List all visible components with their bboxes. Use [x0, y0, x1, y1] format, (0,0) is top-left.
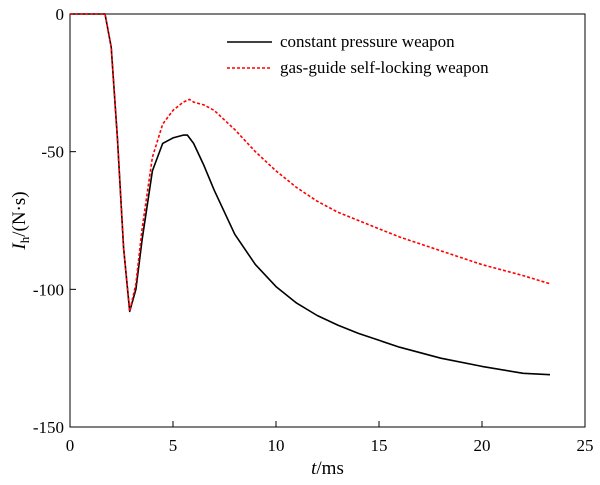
x-tick-label: 10 — [268, 436, 285, 455]
x-tick-label: 5 — [169, 436, 178, 455]
y-tick-label: 0 — [56, 5, 65, 24]
axis-ticks — [69, 13, 586, 428]
legend-label-1: constant pressure weapon — [280, 32, 455, 51]
plot-area — [69, 13, 586, 428]
y-axis-symbol: I — [9, 242, 30, 251]
x-axis-unit: /ms — [316, 458, 343, 479]
x-tick-label: 25 — [577, 436, 594, 455]
tick-labels: 0 5 10 15 20 25 0 -50 -100 -150 — [33, 5, 594, 455]
y-tick-label: -150 — [33, 418, 64, 437]
series-layer — [70, 13, 551, 376]
x-axis-symbol: t — [311, 458, 317, 479]
x-tick-label: 0 — [66, 436, 75, 455]
y-axis-label: Ih/(N·s) — [9, 191, 32, 250]
y-axis-unit: /(N·s) — [9, 191, 30, 236]
x-tick-label: 15 — [371, 436, 388, 455]
legend-label-2: gas-guide self-locking weapon — [280, 58, 489, 77]
y-axis-subscript: h — [17, 236, 32, 243]
series-line-2 — [70, 13, 551, 313]
y-tick-label: -100 — [33, 280, 64, 299]
y-tick-label: -50 — [41, 143, 64, 162]
x-tick-label: 20 — [474, 436, 491, 455]
x-axis-label: t/ms — [311, 458, 344, 479]
legend: constant pressure weapon gas-guide self-l… — [227, 32, 489, 77]
